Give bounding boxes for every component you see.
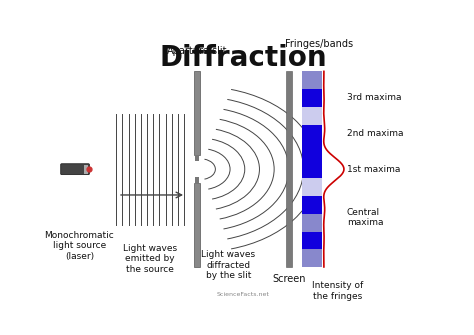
Bar — [194, 71, 200, 155]
Bar — [195, 155, 200, 161]
Bar — [194, 183, 200, 267]
Bar — [301, 231, 322, 249]
Text: 1st maxima: 1st maxima — [347, 165, 400, 174]
Bar — [301, 71, 322, 89]
Text: Fringes/bands: Fringes/bands — [285, 39, 353, 49]
Bar — [301, 125, 322, 142]
Bar — [301, 178, 322, 196]
Bar — [301, 214, 322, 231]
Text: 3rd maxima: 3rd maxima — [347, 93, 401, 103]
Text: Central
maxima: Central maxima — [347, 208, 383, 227]
Text: 2nd maxima: 2nd maxima — [347, 129, 403, 138]
FancyBboxPatch shape — [61, 164, 90, 175]
Text: Screen: Screen — [272, 274, 306, 284]
Text: Aparture/slit: Aparture/slit — [167, 46, 227, 56]
Bar — [84, 164, 88, 174]
Text: Light waves
diffracted
by the slit: Light waves diffracted by the slit — [201, 251, 255, 280]
Bar — [285, 71, 292, 267]
Bar — [301, 160, 322, 178]
Bar — [301, 196, 322, 214]
Bar — [301, 142, 322, 160]
Bar — [301, 249, 322, 267]
Bar — [195, 177, 200, 183]
Bar — [301, 89, 322, 107]
Text: Intensity of
the fringes: Intensity of the fringes — [312, 281, 363, 301]
Text: Diffraction: Diffraction — [159, 44, 327, 72]
Text: Light waves
emitted by
the source: Light waves emitted by the source — [123, 244, 177, 274]
Text: Monochromatic
light source
(laser): Monochromatic light source (laser) — [45, 231, 114, 261]
Bar — [301, 107, 322, 125]
Text: ScienceFacts.net: ScienceFacts.net — [217, 292, 269, 297]
